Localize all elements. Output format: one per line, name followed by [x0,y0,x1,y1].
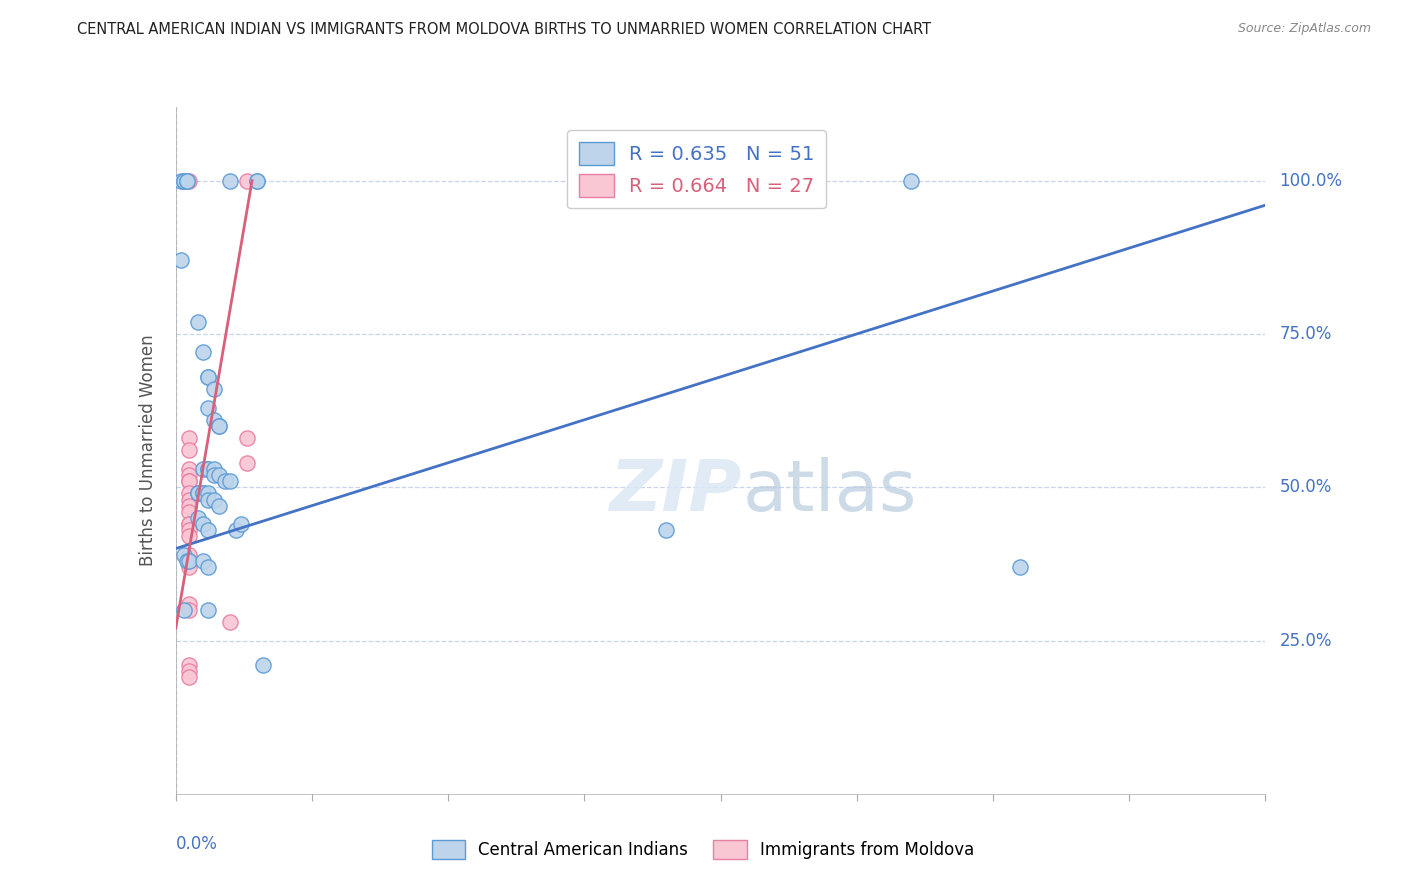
Point [219,615,242,630]
Text: atlas: atlas [742,458,917,526]
Point [179,523,201,537]
Y-axis label: Births to Unmarried Women: Births to Unmarried Women [139,334,157,566]
Point [179,462,201,476]
Point [202,467,225,482]
Point [197,462,219,476]
Point [197,492,219,507]
Point [208,419,231,434]
Point [191,486,214,500]
Point [202,462,225,476]
Point [614,173,637,188]
Point [179,431,201,445]
Point [197,462,219,476]
Point [1010,560,1032,574]
Point [170,253,193,268]
Point [197,523,219,537]
Point [179,658,201,673]
Point [179,474,201,488]
Point [655,523,678,537]
Point [197,560,219,574]
Point [191,462,214,476]
Point [219,173,242,188]
Point [208,467,231,482]
Point [900,173,922,188]
Point [197,401,219,415]
Point [202,382,225,396]
Text: 50.0%: 50.0% [1279,478,1331,496]
Point [202,492,225,507]
Point [252,658,274,673]
Text: 0.0%: 0.0% [176,835,218,853]
Point [235,173,257,188]
Point [208,419,231,434]
Point [231,517,253,532]
Point [197,369,219,384]
Point [197,486,219,500]
Point [179,443,201,458]
Text: Source: ZipAtlas.com: Source: ZipAtlas.com [1237,22,1371,36]
Text: 25.0%: 25.0% [1279,632,1331,649]
Point [176,554,198,568]
Point [191,517,214,532]
Point [173,603,195,617]
Legend: Central American Indians, Immigrants from Moldova: Central American Indians, Immigrants fro… [425,833,981,866]
Point [179,554,201,568]
Point [179,597,201,611]
Point [186,486,209,500]
Point [191,486,214,500]
Point [179,548,201,562]
Point [179,517,201,532]
Point [186,315,209,329]
Point [179,505,201,519]
Point [179,486,201,500]
Text: CENTRAL AMERICAN INDIAN VS IMMIGRANTS FROM MOLDOVA BIRTHS TO UNMARRIED WOMEN COR: CENTRAL AMERICAN INDIAN VS IMMIGRANTS FR… [77,22,931,37]
Point [179,467,201,482]
Point [225,523,247,537]
Point [214,474,236,488]
Point [191,554,214,568]
Point [186,486,209,500]
Point [173,173,195,188]
Point [202,413,225,427]
Point [179,603,201,617]
Point [173,173,195,188]
Point [219,474,242,488]
Point [170,173,193,188]
Point [179,474,201,488]
Point [179,492,201,507]
Point [246,173,269,188]
Point [235,431,257,445]
Point [179,554,201,568]
Text: 75.0%: 75.0% [1279,325,1331,343]
Point [246,173,269,188]
Point [179,664,201,679]
Point [176,173,198,188]
Point [179,560,201,574]
Point [186,511,209,525]
Point [197,369,219,384]
Legend: R = 0.635   N = 51, R = 0.664   N = 27: R = 0.635 N = 51, R = 0.664 N = 27 [567,130,827,209]
Point [235,456,257,470]
Point [179,517,201,532]
Point [179,670,201,684]
Point [191,345,214,359]
Point [179,499,201,513]
Text: ZIP: ZIP [610,458,742,526]
Point [173,548,195,562]
Point [179,529,201,543]
Point [176,173,198,188]
Point [197,603,219,617]
Point [179,173,201,188]
Point [208,499,231,513]
Text: 100.0%: 100.0% [1279,171,1343,190]
